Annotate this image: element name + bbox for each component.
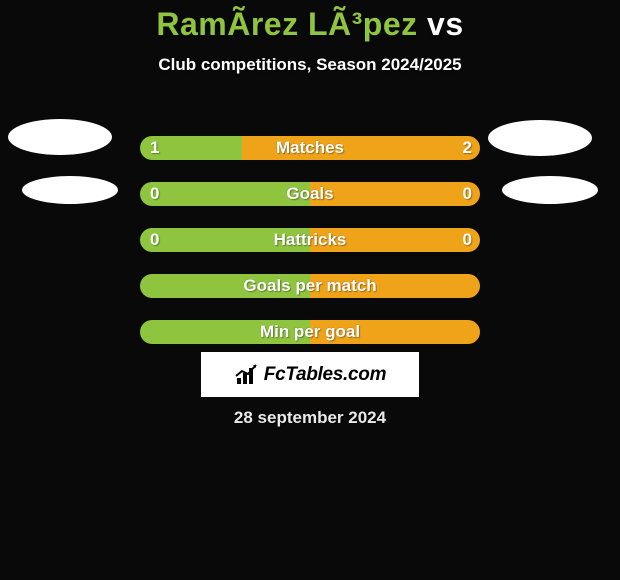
team-badge-left xyxy=(22,176,118,204)
comparison-infographic: RamÃ­rez LÃ³pez vs Club competitions, Se… xyxy=(0,0,620,580)
team-badge-left xyxy=(8,119,112,155)
bar-fill-left xyxy=(140,274,310,298)
bar-fill-right xyxy=(310,274,480,298)
brand-box: FcTables.com xyxy=(201,352,419,397)
bar-fill-right xyxy=(310,182,480,206)
player1-name: RamÃ­rez LÃ³pez xyxy=(156,6,417,42)
team-badge-right xyxy=(502,176,598,204)
bar-fill-right xyxy=(310,228,480,252)
stat-bar xyxy=(140,136,480,160)
bar-fill-right xyxy=(310,320,480,344)
bar-fill-left xyxy=(140,136,242,160)
stat-bar xyxy=(140,320,480,344)
stat-row: Hattricks00 xyxy=(0,216,620,262)
stat-bar xyxy=(140,228,480,252)
team-badge-right xyxy=(488,120,592,156)
page-title: RamÃ­rez LÃ³pez vs xyxy=(0,0,620,43)
subtitle: Club competitions, Season 2024/2025 xyxy=(0,55,620,75)
bar-fill-left xyxy=(140,228,310,252)
stat-bar xyxy=(140,274,480,298)
bar-fill-right xyxy=(242,136,480,160)
vs-label: vs xyxy=(427,6,464,42)
date: 28 september 2024 xyxy=(0,408,620,428)
stat-row: Goals per match xyxy=(0,262,620,308)
stat-row: Min per goal xyxy=(0,308,620,354)
stats-rows: Matches12Goals00Hattricks00Goals per mat… xyxy=(0,124,620,354)
brand-text: FcTables.com xyxy=(264,364,386,386)
bar-chart-icon xyxy=(234,364,260,386)
bar-fill-left xyxy=(140,182,310,206)
bar-fill-left xyxy=(140,320,310,344)
stat-bar xyxy=(140,182,480,206)
